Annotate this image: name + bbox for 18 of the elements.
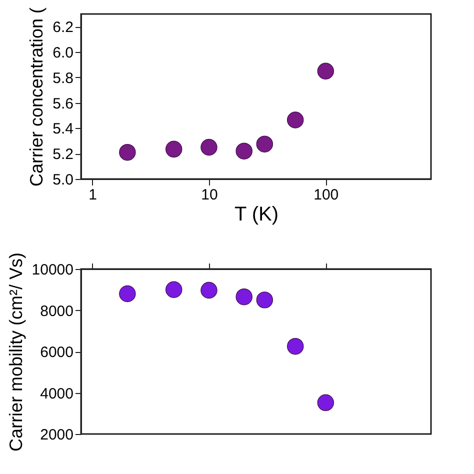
x-tick-label: 100 (314, 186, 339, 204)
x-tick-label: 1 (88, 186, 97, 204)
y-tick-label: 2000 (40, 426, 74, 444)
y-tick-label: 5.6 (52, 95, 74, 112)
y-tick-label: 6.0 (52, 44, 74, 62)
y-tick-label: 5.4 (52, 120, 74, 138)
y-tick-label: 10000 (32, 262, 74, 278)
y-tick-label: 5.2 (52, 146, 74, 164)
x-tick-label: 10 (201, 186, 218, 204)
y-axis-title: Carrier mobility (cm²/ Vs) (6, 252, 26, 452)
y-tick-label: 8000 (40, 302, 74, 320)
x-axis-title: T (K) (234, 204, 279, 226)
y-tick-label: 4000 (40, 385, 74, 402)
y-tick-label: 5.8 (52, 70, 74, 87)
y-tick-label: 6000 (40, 344, 74, 361)
y-tick-label: 5.0 (52, 172, 74, 188)
y-axis-title: Carrier concentration ( (26, 7, 47, 187)
y-tick-label: 6.2 (52, 19, 74, 36)
